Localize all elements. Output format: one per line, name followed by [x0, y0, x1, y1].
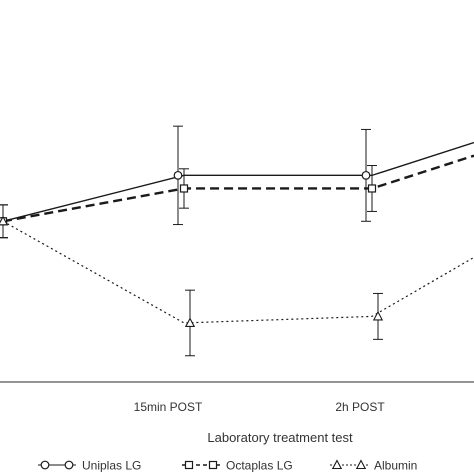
legend-marker	[40, 460, 50, 470]
series-line	[2, 154, 474, 223]
legend-marker	[331, 459, 343, 470]
legend-label: Albumin	[374, 459, 417, 473]
series-uniplas-lg	[0, 125, 474, 239]
data-point	[0, 215, 9, 226]
data-point	[361, 170, 371, 180]
series-octaplas-lg	[0, 154, 474, 239]
legend-item: Uniplas LG	[38, 459, 141, 473]
data-point	[372, 310, 384, 321]
series-line	[2, 220, 474, 324]
data-point	[179, 184, 189, 193]
legend-item: Albumin	[330, 459, 417, 473]
legend-item: Octaplas LG	[182, 459, 293, 473]
legend-marker	[184, 460, 194, 470]
x-tick-labels: 15min POST 2h POST	[134, 400, 386, 414]
data-point	[184, 317, 196, 328]
legend-label: Octaplas LG	[226, 459, 293, 473]
series-layer	[0, 125, 474, 357]
legend: Uniplas LG Octaplas LG Albumin	[38, 459, 417, 473]
x-axis-title: Laboratory treatment test	[207, 430, 353, 445]
data-point	[173, 170, 183, 180]
x-tick-label: 15min POST	[134, 400, 203, 414]
legend-label: Uniplas LG	[82, 459, 141, 473]
data-point	[367, 184, 377, 193]
series-albumin	[0, 204, 474, 357]
legend-marker	[355, 459, 367, 470]
series-line	[2, 141, 474, 222]
x-tick-label: 2h POST	[335, 400, 385, 414]
legend-marker	[208, 460, 218, 470]
legend-marker	[64, 460, 74, 470]
